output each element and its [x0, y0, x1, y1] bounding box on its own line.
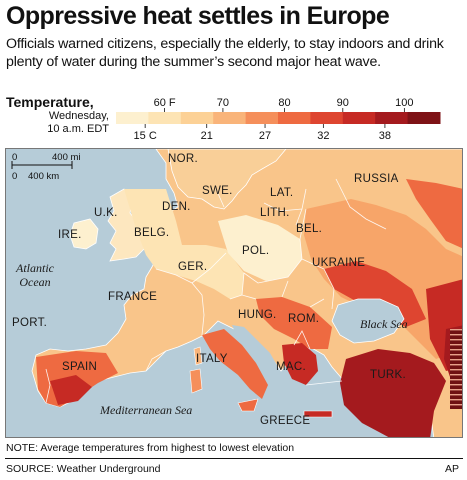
legend-swatch [116, 112, 149, 124]
legend-swatch [375, 112, 409, 124]
ireland [69, 218, 99, 250]
hot-zone-turkey [340, 349, 446, 437]
label-belgium: BELG. [134, 227, 170, 239]
legend-label-celsius: 27 [259, 130, 271, 142]
extreme-heat-hatch [450, 329, 462, 409]
temperature-legend: 60 F 70 80 90 100 15 C 21 27 32 38 [116, 97, 441, 142]
scale-miles-label: 400 mi [52, 152, 81, 163]
cool-zone-north [124, 189, 244, 299]
label-spain: SPAIN [62, 361, 98, 373]
label-uk: U.K. [94, 207, 118, 219]
legend-label-fahrenheit: 90 [337, 97, 349, 109]
label-belarus: BEL. [296, 223, 323, 235]
hot-zone-balkans [256, 297, 332, 349]
label-sweden: SWE. [202, 185, 233, 197]
label-macedonia: MAC. [276, 361, 306, 373]
label-greece: GREECE [260, 415, 311, 427]
scale-km-label: 400 km [28, 171, 60, 182]
label-ukraine: UKRAINE [312, 257, 366, 269]
label-france: FRANCE [108, 291, 158, 303]
scandinavia [167, 149, 287, 210]
legend-label-fahrenheit: 70 [217, 97, 229, 109]
legend-swatch [148, 112, 182, 124]
country-borders [45, 178, 387, 404]
deck-text: Officials warned citizens, especially th… [6, 36, 444, 70]
label-portugal: PORT. [12, 317, 48, 329]
hot-zone-italy [202, 329, 268, 399]
label-latvia: LAT. [270, 187, 294, 199]
legend-swatch [245, 112, 279, 124]
very-hot-zone-iberia [50, 375, 92, 405]
cool-zone-poland [218, 215, 302, 281]
footer-divider [5, 458, 463, 459]
legend-label-celsius: 21 [201, 130, 213, 142]
sicily [237, 398, 259, 412]
label-atlantic-ocean: Atlantic Ocean [16, 261, 54, 289]
legend-swatch [278, 112, 311, 124]
legend-label-celsius: 15 C [134, 130, 157, 142]
headline: Oppressive heat settles in Europe [6, 2, 390, 30]
black-sea [331, 298, 405, 344]
legend-title: Temperature, [6, 94, 94, 110]
legend-swatch [310, 112, 344, 124]
label-denmark: DEN. [162, 201, 191, 213]
legend-subtitle: Wednesday, 10 a.m. EDT [6, 110, 109, 136]
legend-swatch [180, 112, 214, 124]
label-lithuania: LITH. [260, 207, 290, 219]
label-mediterranean-sea: Mediterranean Sea [100, 403, 193, 417]
label-norway: NOR. [168, 153, 198, 165]
label-black-sea: Black Sea [360, 317, 408, 331]
hot-zone-greece-macedonia [282, 343, 318, 385]
adriatic-sea [232, 325, 278, 373]
corsica [193, 346, 203, 366]
agency-credit: AP [444, 463, 459, 475]
europe-map: 0 400 mi 0 400 km NOR. SWE. RUSSIA LAT. … [5, 148, 463, 438]
sardinia [189, 368, 203, 394]
crete [303, 410, 333, 418]
legend-label-celsius: 38 [379, 130, 391, 142]
footnote: NOTE: Average temperatures from highest … [6, 442, 295, 454]
legend-label-celsius: 32 [317, 130, 329, 142]
label-italy: ITALY [196, 353, 228, 365]
legend-swatch [213, 112, 247, 124]
heat-map-graphic [6, 149, 462, 437]
label-russia: RUSSIA [354, 173, 399, 185]
scale-km-zero: 0 [12, 171, 18, 182]
label-turkey: TURK. [370, 369, 406, 381]
label-romania: ROM. [288, 313, 320, 325]
legend-label-fahrenheit: 100 [395, 97, 413, 109]
label-germany: GER. [178, 261, 208, 273]
hot-zone-russia-east [406, 179, 462, 249]
scale-miles-zero: 0 [12, 152, 18, 163]
legend-label-fahrenheit: 60 F [154, 97, 176, 109]
label-atlantic-line2: Ocean [19, 275, 51, 289]
scale-bar [11, 161, 73, 169]
label-hungary: HUNG. [238, 309, 277, 321]
legend-swatch [407, 112, 441, 124]
hot-zone-ukraine [324, 261, 426, 327]
source-credit: SOURCE: Weather Underground [6, 463, 161, 475]
legend-label-fahrenheit: 80 [278, 97, 290, 109]
legend-subtitle-time: 10 a.m. EDT [47, 123, 109, 135]
label-poland: POL. [242, 245, 270, 257]
legend-subtitle-day: Wednesday, [48, 110, 109, 122]
label-ireland: IRE. [58, 229, 82, 241]
label-atlantic-line1: Atlantic [16, 261, 54, 275]
legend-swatch [342, 112, 376, 124]
